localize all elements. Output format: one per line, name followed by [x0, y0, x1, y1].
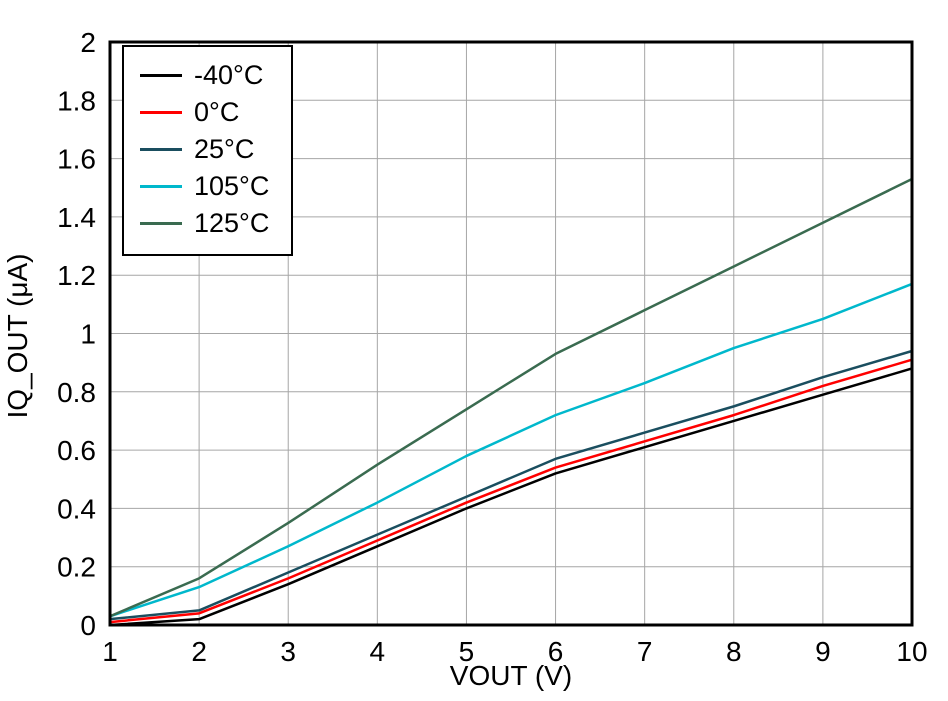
legend-item: -40°C: [140, 57, 269, 94]
y-tick-label: 0: [80, 610, 96, 641]
y-tick-label: 0.8: [57, 377, 96, 408]
x-tick-label: 4: [370, 636, 386, 667]
y-axis-label: IQ_OUT (μA): [2, 253, 33, 419]
x-tick-label: 3: [280, 636, 296, 667]
x-tick-label: 9: [815, 636, 831, 667]
y-tick-label: 1.4: [57, 202, 96, 233]
legend-item: 25°C: [140, 131, 269, 168]
legend-line-swatch: [140, 74, 182, 77]
legend-line-swatch: [140, 148, 182, 151]
legend-label: -40°C: [194, 60, 264, 90]
legend-item: 125°C: [140, 205, 269, 242]
y-tick-label: 0.2: [57, 552, 96, 583]
series-line: [108, 349, 914, 621]
x-tick-label: 6: [548, 636, 564, 667]
series-line: [108, 367, 914, 627]
legend-line-swatch: [140, 222, 182, 225]
y-tick-label: 2: [80, 27, 96, 58]
y-tick-label: 0.4: [57, 493, 96, 524]
x-tick-label: 10: [896, 636, 927, 667]
legend: -40°C 0°C 25°C 105°C 125°C: [122, 45, 294, 256]
x-tick-label: 1: [102, 636, 118, 667]
x-axis-label: VOUT (V): [449, 660, 573, 691]
series-line: [108, 177, 914, 618]
y-tick-label: 1: [80, 319, 96, 350]
legend-label: 25°C: [194, 134, 255, 164]
y-tick-label: 1.8: [57, 85, 96, 116]
y-tick-label: 1.2: [57, 260, 96, 291]
series-line: [108, 282, 914, 618]
legend-item: 0°C: [140, 94, 269, 131]
series-line: [108, 358, 914, 624]
x-tick-label: 8: [726, 636, 742, 667]
x-tick-label: 5: [459, 636, 475, 667]
x-tick-label: 7: [637, 636, 653, 667]
plot-border: [108, 40, 914, 627]
y-tick-label: 1.6: [57, 144, 96, 175]
legend-label: 105°C: [194, 171, 270, 201]
legend-label: 0°C: [194, 97, 240, 127]
legend-line-swatch: [140, 111, 182, 114]
y-tick-label: 0.6: [57, 435, 96, 466]
legend-line-swatch: [140, 185, 182, 188]
legend-label: 125°C: [194, 208, 270, 238]
x-tick-label: 2: [191, 636, 207, 667]
legend-item: 105°C: [140, 168, 269, 205]
